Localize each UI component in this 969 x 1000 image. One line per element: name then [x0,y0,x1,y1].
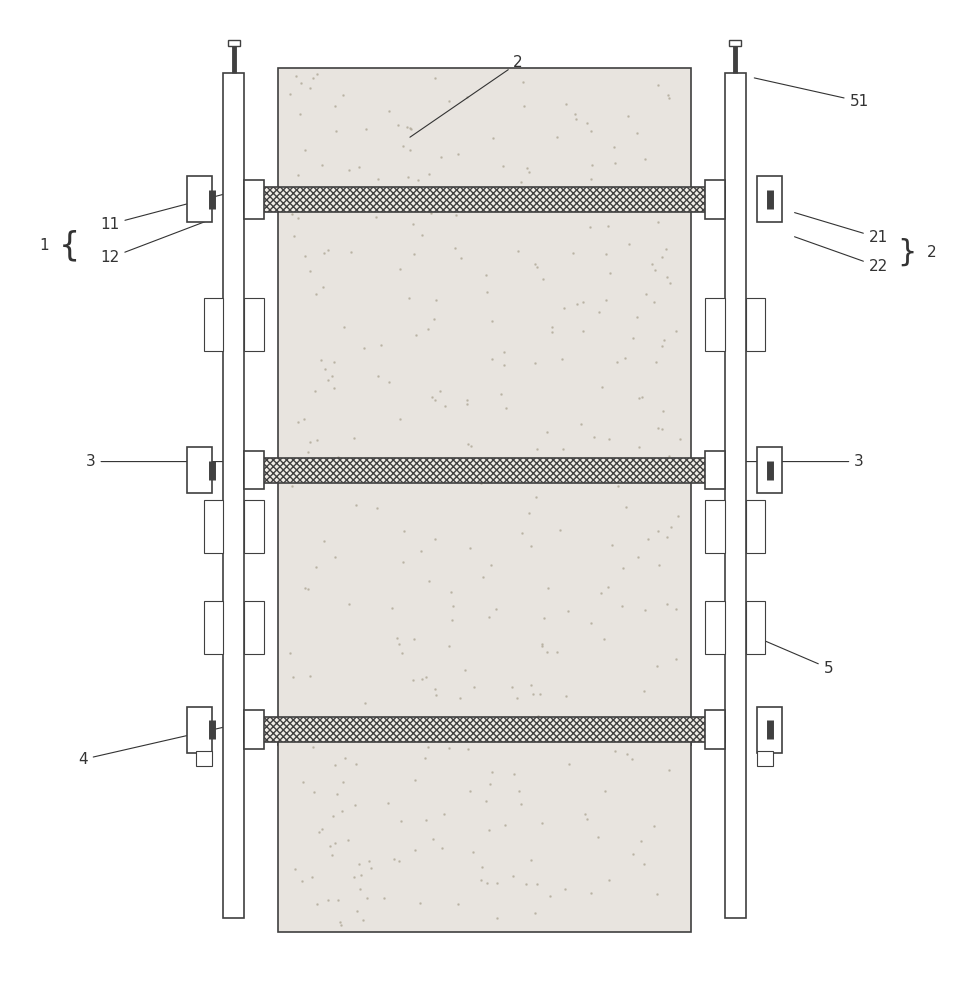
Bar [705,500,725,553]
Bar [730,40,741,46]
Text: 3: 3 [85,454,249,469]
Bar [187,707,211,753]
Bar [244,601,264,654]
Text: 5: 5 [730,626,833,676]
Bar [705,710,725,749]
Text: 22: 22 [795,237,888,274]
Bar [244,451,264,489]
Bar [746,601,765,654]
Text: 4: 4 [78,726,227,767]
Bar [746,298,765,351]
Bar [758,176,782,222]
Bar [244,180,264,219]
Bar [758,751,772,766]
Text: 1: 1 [40,238,49,253]
Bar [758,447,782,493]
Text: 3: 3 [720,454,864,469]
Text: 51: 51 [754,78,869,109]
Bar [244,298,264,351]
Bar [187,447,211,493]
Bar [244,187,725,212]
Bar [204,298,223,351]
Bar [187,176,211,222]
Bar [705,451,725,489]
Text: 2: 2 [410,55,523,137]
Bar [278,740,691,932]
Bar [244,500,264,553]
Bar [705,601,725,654]
Bar [197,751,211,766]
Text: }: } [897,238,917,267]
Bar [223,73,244,918]
Bar [204,601,223,654]
Text: 11: 11 [100,193,228,232]
Bar [725,73,746,918]
Bar [705,298,725,351]
Text: 2: 2 [926,245,936,260]
Bar [705,180,725,219]
Bar [746,500,765,553]
Bar [278,68,691,193]
Bar [244,458,725,483]
Bar [244,717,725,742]
Text: 21: 21 [795,213,888,245]
Bar [204,500,223,553]
Bar [244,710,264,749]
Text: {: { [59,229,80,262]
Bar [228,40,239,46]
Text: 12: 12 [100,220,208,265]
Bar [278,193,691,745]
Bar [758,707,782,753]
